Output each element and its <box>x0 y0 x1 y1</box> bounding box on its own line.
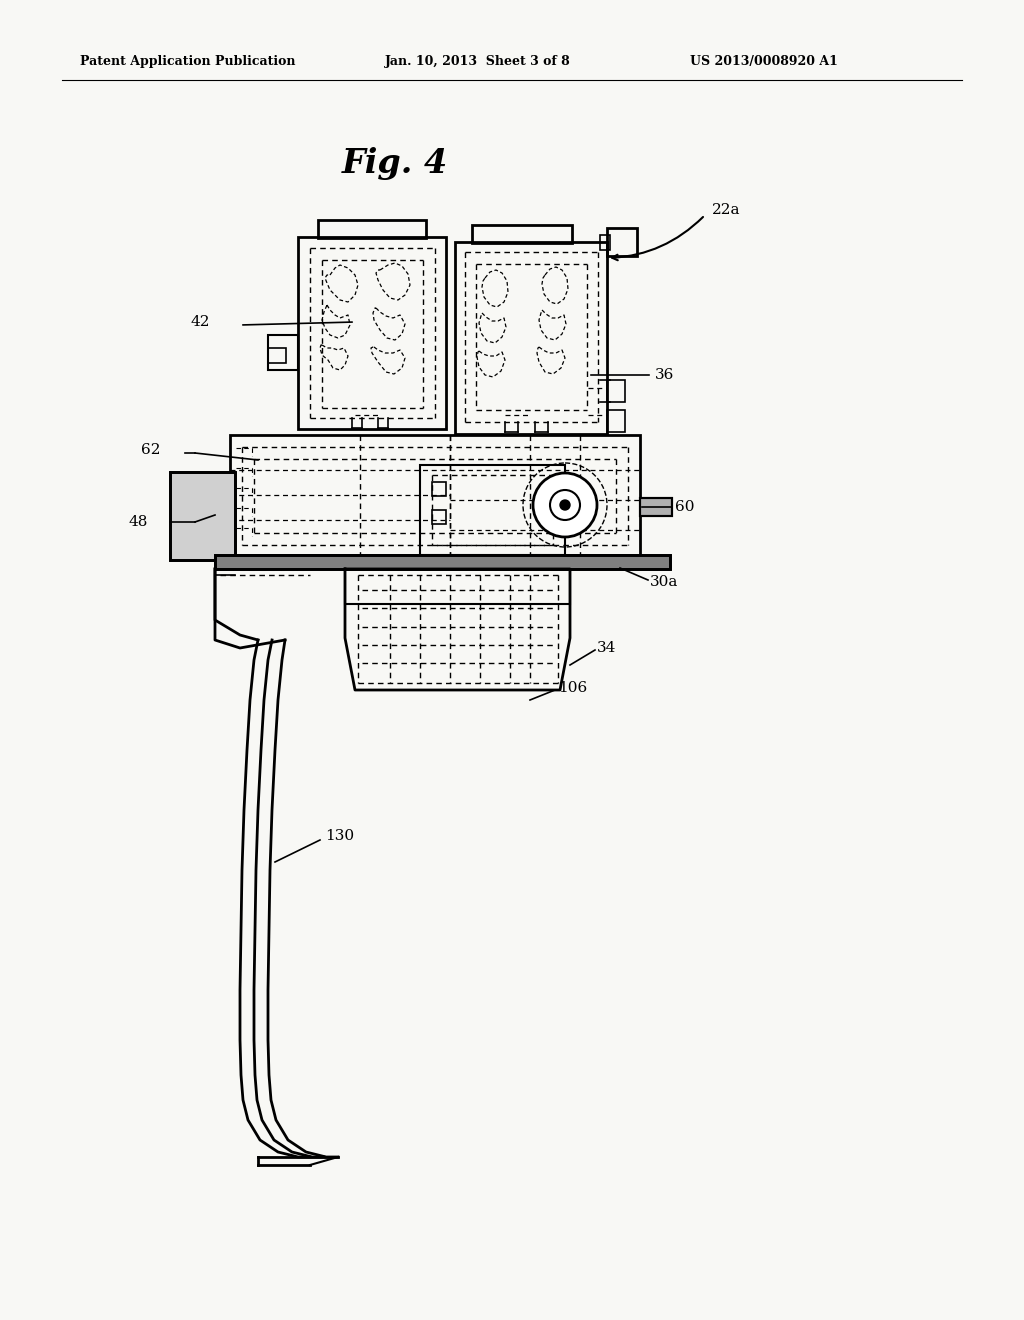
Bar <box>420 465 565 554</box>
Text: US 2013/0008920 A1: US 2013/0008920 A1 <box>690 55 838 69</box>
Text: Patent Application Publication: Patent Application Publication <box>80 55 296 69</box>
Text: 30a: 30a <box>650 576 678 589</box>
Text: 34: 34 <box>597 642 616 655</box>
Bar <box>215 554 670 569</box>
Bar <box>540 490 554 504</box>
Text: Fig. 4: Fig. 4 <box>342 147 449 180</box>
Bar <box>298 238 446 429</box>
Text: 42: 42 <box>190 315 210 329</box>
Text: 62: 62 <box>140 444 160 457</box>
Bar <box>432 510 446 524</box>
Circle shape <box>560 500 570 510</box>
Bar <box>215 554 670 569</box>
Bar <box>607 228 637 256</box>
Bar <box>607 380 625 403</box>
Bar <box>318 220 426 238</box>
Bar <box>170 473 234 560</box>
Circle shape <box>550 490 580 520</box>
Bar <box>170 473 234 560</box>
Text: 36: 36 <box>655 368 675 381</box>
Text: Jan. 10, 2013  Sheet 3 of 8: Jan. 10, 2013 Sheet 3 of 8 <box>385 55 570 69</box>
Bar <box>607 411 625 432</box>
Bar <box>432 482 446 496</box>
Text: 48: 48 <box>129 515 148 529</box>
Bar <box>268 348 286 363</box>
Text: 22a: 22a <box>712 203 740 216</box>
Bar <box>455 242 607 434</box>
Text: 60: 60 <box>675 500 694 513</box>
Bar <box>640 498 672 516</box>
Text: 106: 106 <box>558 681 587 696</box>
Bar <box>472 224 572 243</box>
Bar <box>640 498 672 516</box>
Bar <box>268 335 298 370</box>
Circle shape <box>534 473 597 537</box>
Text: 130: 130 <box>325 829 354 843</box>
Bar <box>230 436 640 554</box>
Bar <box>345 569 570 605</box>
Bar <box>600 235 610 249</box>
